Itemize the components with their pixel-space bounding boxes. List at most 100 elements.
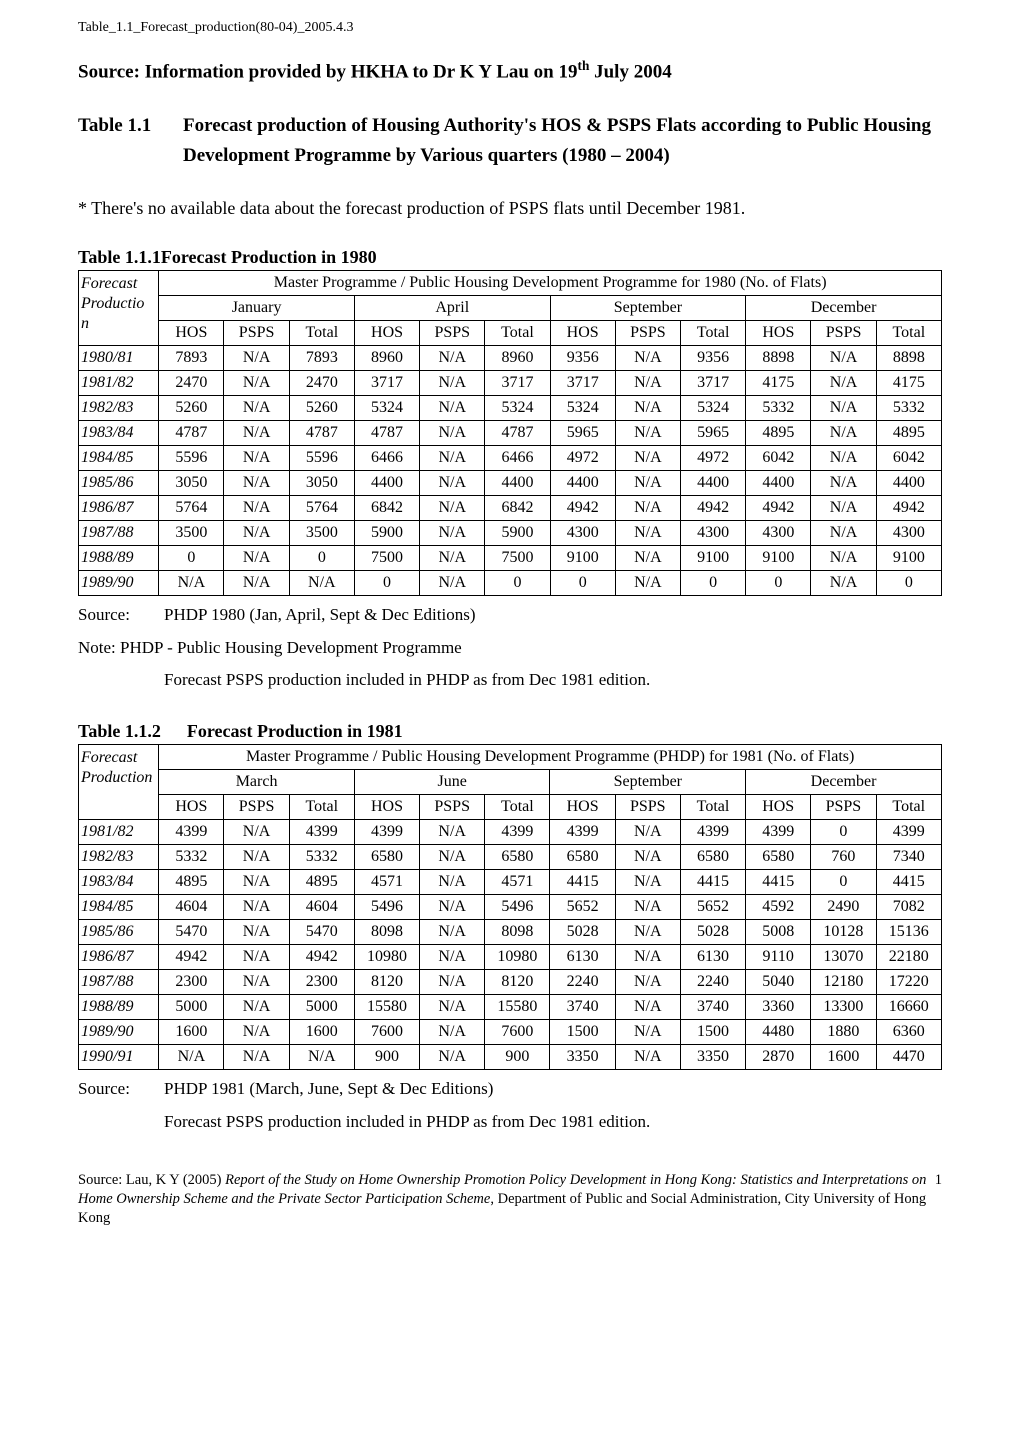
subcol-header: Total <box>876 795 942 820</box>
data-cell: N/A <box>420 521 485 546</box>
data-cell: N/A <box>615 845 680 870</box>
data-cell: 1880 <box>811 1020 876 1045</box>
data-cell: N/A <box>420 421 485 446</box>
data-cell: N/A <box>615 1020 680 1045</box>
data-cell: 5260 <box>289 396 354 421</box>
data-cell: 4470 <box>876 1045 942 1070</box>
data-cell: 0 <box>159 546 224 571</box>
data-cell: 5000 <box>289 995 354 1020</box>
data-cell: 4400 <box>485 471 550 496</box>
data-cell: 4399 <box>159 820 224 845</box>
table1-source-txt: PHDP 1980 (Jan, April, Sept & Dec Editio… <box>164 605 476 624</box>
subcol-header: Total <box>485 795 550 820</box>
data-cell: 900 <box>485 1045 550 1070</box>
data-cell: N/A <box>811 571 876 596</box>
data-cell: 3050 <box>159 471 224 496</box>
data-cell: 2240 <box>680 970 745 995</box>
data-cell: 4787 <box>354 421 419 446</box>
data-cell: N/A <box>224 920 289 945</box>
data-cell: N/A <box>159 1045 224 1070</box>
data-cell: 4400 <box>876 471 941 496</box>
data-cell: 15580 <box>485 995 550 1020</box>
data-cell: 3717 <box>681 371 746 396</box>
data-cell: 5332 <box>289 845 354 870</box>
data-cell: 0 <box>681 571 746 596</box>
data-cell: N/A <box>615 446 680 471</box>
table2-source-lbl: Source: <box>78 1076 164 1102</box>
data-cell: N/A <box>615 995 680 1020</box>
data-cell: 9110 <box>746 945 811 970</box>
data-cell: 6580 <box>550 845 615 870</box>
data-cell: 4399 <box>354 820 419 845</box>
data-cell: 4787 <box>289 421 354 446</box>
data-cell: 4895 <box>289 870 354 895</box>
data-cell: N/A <box>224 945 289 970</box>
data-cell: 8960 <box>354 346 419 371</box>
data-cell: N/A <box>615 546 680 571</box>
data-cell: 9356 <box>681 346 746 371</box>
data-cell: N/A <box>615 496 680 521</box>
table-1981: ForecastProductionMaster Programme / Pub… <box>78 744 942 1070</box>
data-cell: 10980 <box>485 945 550 970</box>
data-cell: N/A <box>420 571 485 596</box>
year-cell: 1987/88 <box>79 521 159 546</box>
data-cell: 9100 <box>681 546 746 571</box>
data-cell: 2240 <box>550 970 615 995</box>
data-cell: N/A <box>420 371 485 396</box>
data-cell: N/A <box>289 1045 354 1070</box>
subcol-header: PSPS <box>615 795 680 820</box>
data-cell: 1600 <box>159 1020 224 1045</box>
data-cell: N/A <box>420 970 485 995</box>
data-cell: N/A <box>224 870 289 895</box>
subcol-header: HOS <box>159 795 224 820</box>
subcol-header: HOS <box>746 795 811 820</box>
data-cell: 4415 <box>550 870 615 895</box>
data-cell: 4592 <box>746 895 811 920</box>
data-cell: 10980 <box>354 945 419 970</box>
year-cell: 1986/87 <box>79 945 159 970</box>
data-cell: 9356 <box>550 346 615 371</box>
subcol-header: PSPS <box>420 321 485 346</box>
data-cell: N/A <box>420 870 485 895</box>
data-cell: N/A <box>420 845 485 870</box>
table1-title-a: Table 1.1.1 <box>78 247 161 267</box>
data-cell: N/A <box>615 895 680 920</box>
data-cell: 4571 <box>354 870 419 895</box>
data-cell: 2470 <box>159 371 224 396</box>
data-cell: 6580 <box>680 845 745 870</box>
data-cell: 6130 <box>550 945 615 970</box>
data-cell: 3360 <box>746 995 811 1020</box>
data-cell: 0 <box>289 546 354 571</box>
data-cell: N/A <box>615 346 680 371</box>
year-cell: 1984/85 <box>79 446 159 471</box>
data-cell: 0 <box>811 820 876 845</box>
data-cell: 3350 <box>550 1045 615 1070</box>
subcol-header: PSPS <box>811 795 876 820</box>
data-cell: 0 <box>550 571 615 596</box>
data-cell: N/A <box>811 346 876 371</box>
source-line-sup: th <box>578 58 590 73</box>
data-cell: 7340 <box>876 845 942 870</box>
data-cell: 5324 <box>485 396 550 421</box>
data-cell: N/A <box>420 945 485 970</box>
year-cell: 1986/87 <box>79 496 159 521</box>
data-cell: N/A <box>224 895 289 920</box>
data-cell: 4415 <box>876 870 942 895</box>
data-cell: 4175 <box>876 371 941 396</box>
data-cell: 3740 <box>680 995 745 1020</box>
data-cell: N/A <box>420 471 485 496</box>
data-cell: 7893 <box>289 346 354 371</box>
data-cell: 2470 <box>289 371 354 396</box>
data-cell: 0 <box>746 571 811 596</box>
subcol-header: HOS <box>550 321 615 346</box>
table1-extra-note: Forecast PSPS production included in PHD… <box>78 667 942 693</box>
main-title: Table 1.1Forecast production of Housing … <box>78 111 942 170</box>
data-cell: 5652 <box>550 895 615 920</box>
quarter-header: December <box>746 770 942 795</box>
subcol-header: Total <box>485 321 550 346</box>
data-cell: 10128 <box>811 920 876 945</box>
data-cell: 8120 <box>485 970 550 995</box>
data-cell: 6042 <box>746 446 811 471</box>
data-cell: 5028 <box>680 920 745 945</box>
data-cell: 9100 <box>550 546 615 571</box>
